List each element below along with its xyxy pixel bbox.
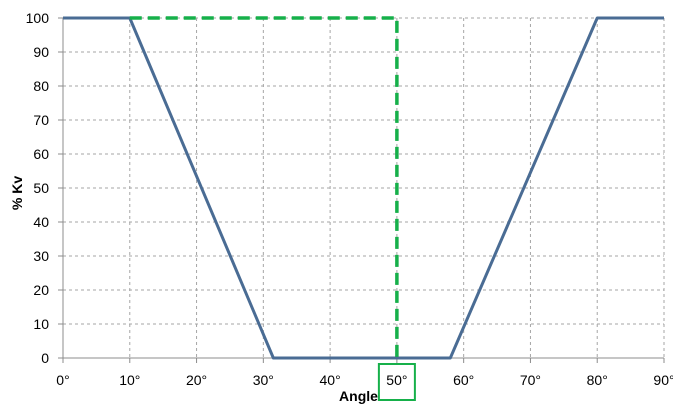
x-tick-label: 30° [253,372,274,388]
x-tick-label: 10° [119,372,140,388]
gridlines [58,17,665,363]
series-line [63,16,664,360]
y-tick-label: 100 [26,10,50,26]
x-tick-label: 0° [56,372,69,388]
y-tick-label: 60 [33,146,49,162]
y-tick-label: 30 [33,248,49,264]
tick-labels: 0 10 20 30 40 50 60 70 80 90 100 0° 10° 20° 30° 40° 50° 6… [26,10,673,388]
x-axis-title: Angle [339,388,378,404]
y-tick-label: 0 [41,350,49,366]
x-tick-label: 40° [320,372,341,388]
y-tick-label: 90 [33,44,49,60]
x-tick-label: 70° [520,372,541,388]
y-tick-label: 70 [33,112,49,128]
y-tick-label: 20 [33,282,49,298]
highlight-box-50 [377,363,416,401]
x-tick-label: 90° [653,372,673,388]
dashed-series-line [129,16,399,358]
series-layer [63,16,664,360]
x-tick-label: 60° [453,372,474,388]
y-axis-title: % Kv [9,176,25,210]
y-tick-label: 80 [33,78,49,94]
y-tick-label: 10 [33,316,49,332]
y-tick-label: 40 [33,214,49,230]
x-tick-label: 80° [587,372,608,388]
x-tick-label: 20° [186,372,207,388]
y-tick-label: 50 [33,180,49,196]
x-tick-label: 50° [386,372,407,388]
